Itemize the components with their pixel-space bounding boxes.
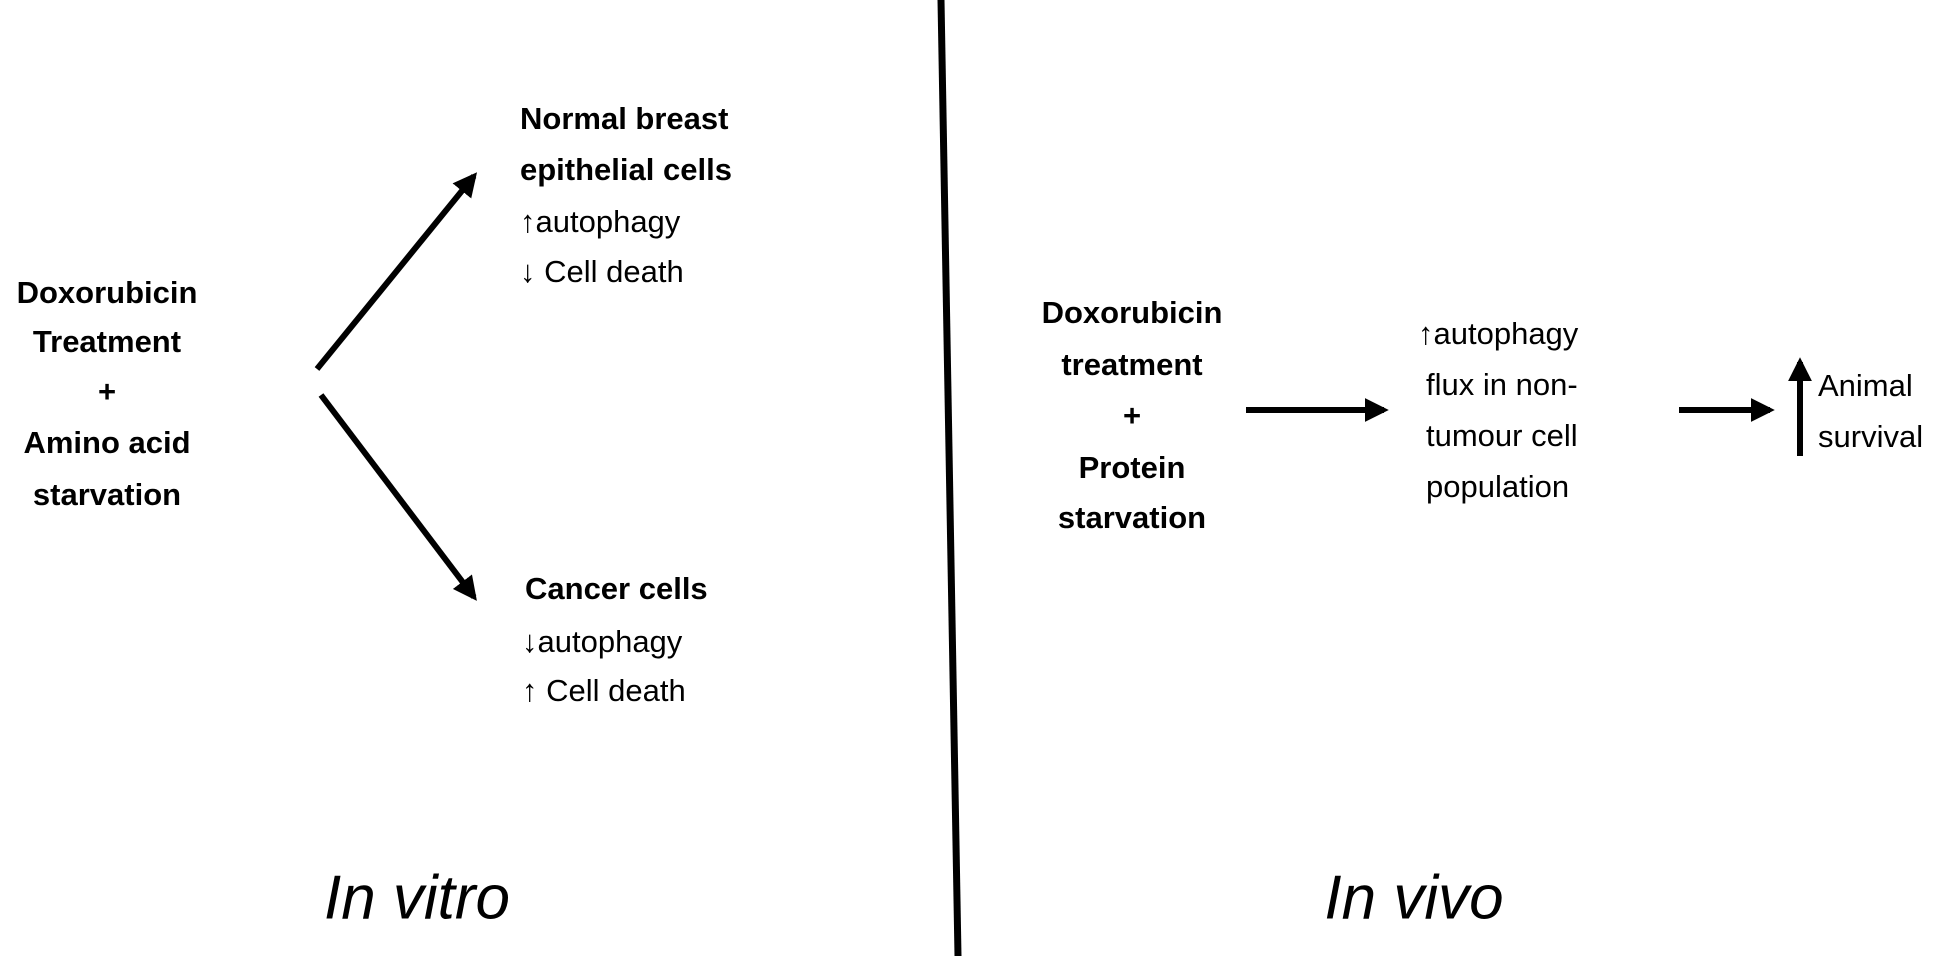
input-line: Protein <box>1079 450 1186 485</box>
input-line: Doxorubicin <box>1042 295 1223 330</box>
outcome-title: epithelial cells <box>520 152 732 187</box>
effect-line: tumour cell <box>1426 418 1578 453</box>
divider <box>937 0 962 956</box>
effect-line: ↑autophagy <box>1418 316 1579 351</box>
input-line: starvation <box>33 477 181 512</box>
input-line: + <box>1123 398 1141 433</box>
arrow-down <box>318 393 477 601</box>
input-line: starvation <box>1058 500 1206 535</box>
result-line: survival <box>1818 419 1923 454</box>
outcome-effect: ↓autophagy <box>522 624 683 659</box>
outcome-title: Cancer cells <box>525 571 708 606</box>
input-line: Doxorubicin <box>17 275 198 310</box>
outcome-effect: ↑autophagy <box>520 204 681 239</box>
input-line: Amino acid <box>23 425 190 460</box>
outcome-effect: ↓ Cell death <box>520 254 684 289</box>
input-line: Treatment <box>33 324 181 359</box>
panel-label: In vivo <box>1324 863 1503 932</box>
input-line: + <box>98 374 116 409</box>
effect-line: population <box>1426 469 1569 504</box>
result-line: Animal <box>1818 368 1913 403</box>
effect-line: flux in non- <box>1426 367 1578 402</box>
arrow-up <box>314 172 478 371</box>
input-line: treatment <box>1061 347 1202 382</box>
panel-label: In vitro <box>324 863 510 932</box>
outcome-effect: ↑ Cell death <box>522 673 686 708</box>
outcome-title: Normal breast <box>520 101 728 136</box>
